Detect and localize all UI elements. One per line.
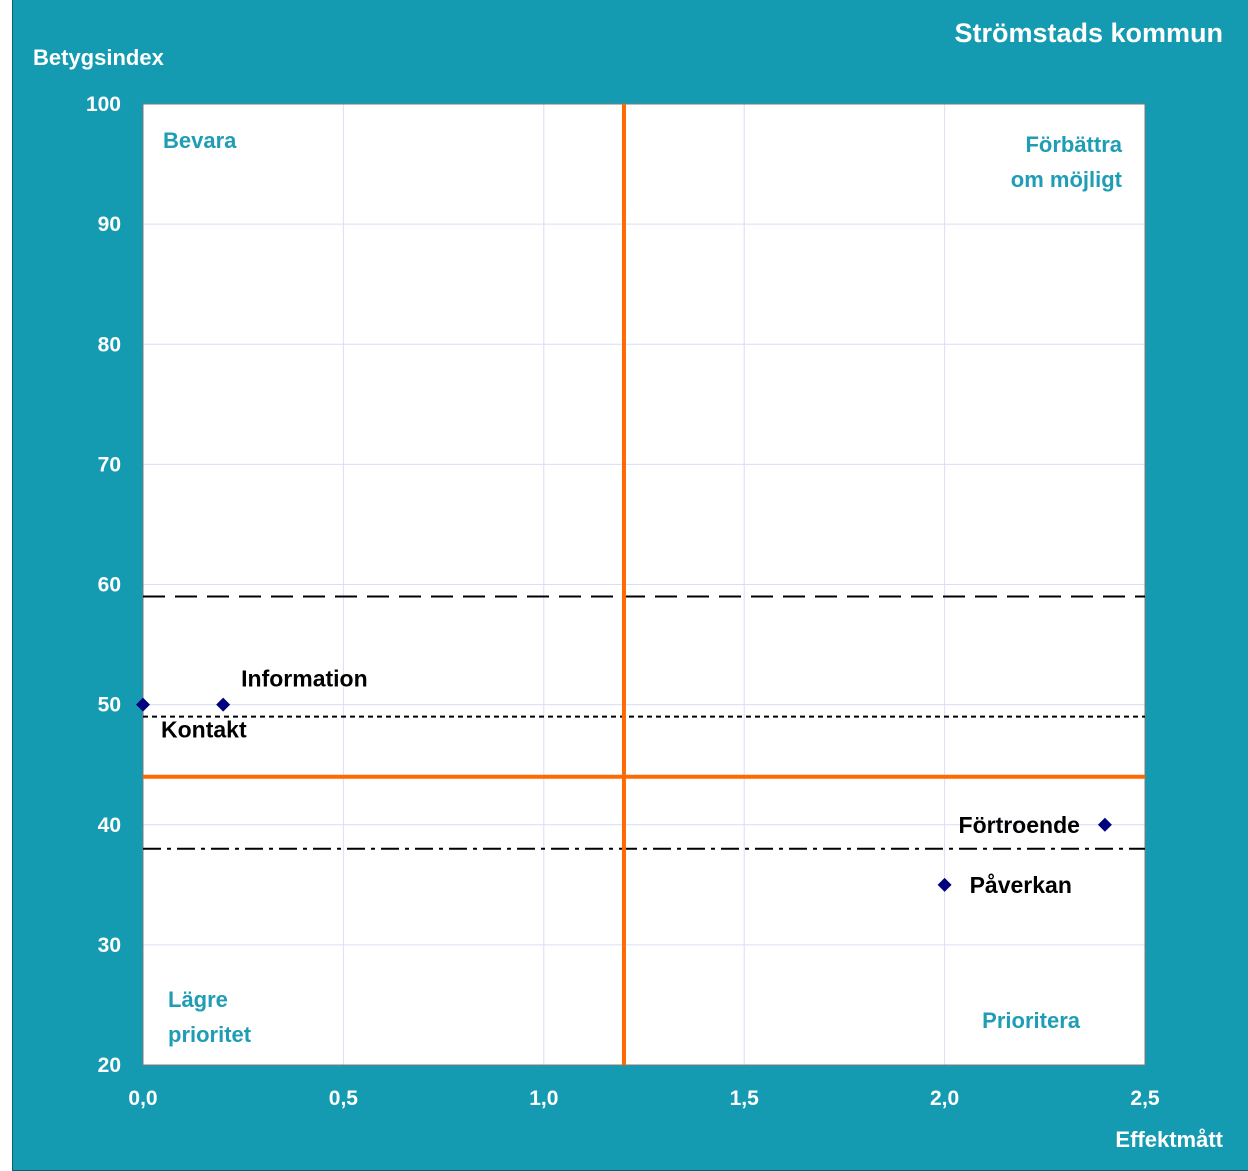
data-point-marker [216,697,231,712]
y-tick-label: 90 [98,213,121,236]
plot-border [142,103,1146,1066]
chart-canvas: Strömstads kommun Betygsindex Effektmått… [33,18,1224,1152]
quadrant-label: Lägre [168,987,228,1012]
quadrant-lines [143,104,1145,1065]
y-tick-label: 70 [98,453,121,476]
data-point-label: Förtroende [959,812,1080,838]
x-tick-label: 1,5 [730,1087,760,1110]
chart-frame: Strömstads kommun Betygsindex Effektmått… [12,0,1248,1171]
x-tick-label: 0,0 [128,1087,157,1110]
data-point-marker [136,697,150,712]
quadrant-label: Prioritera [982,1008,1081,1033]
y-tick-label: 60 [98,574,121,597]
data-point-label: Information [241,666,368,692]
y-tick-label: 50 [98,694,121,717]
data-point-marker [1097,817,1112,832]
data-point-marker [937,877,952,892]
data-point-label: Påverkan [970,872,1072,898]
quadrant-label: prioritet [168,1022,252,1047]
tick-labels: 0,0 0,5 1,0 1,5 2,0 2,5 20 30 40 50 60 70 80 90 100 [86,93,1160,1110]
x-tick-label: 1,0 [529,1087,558,1110]
x-tick-label: 0,5 [329,1087,359,1110]
gridlines [142,103,1146,1066]
quadrant-label: Bevara [163,128,237,153]
x-axis-label: Effektmått [1115,1127,1223,1152]
data-point-label: Kontakt [161,717,247,743]
y-tick-label: 80 [98,333,121,356]
chart-title: Strömstads kommun [954,18,1223,48]
quadrant-label: Förbättra [1025,132,1122,157]
reference-lines [143,595,1145,850]
y-tick-label: 100 [86,93,121,116]
data-points: Kontakt Information Förtroende Påverkan [136,666,1112,898]
y-tick-label: 20 [98,1054,121,1077]
x-tick-label: 2,0 [930,1087,959,1110]
y-tick-label: 40 [98,814,121,837]
quadrant-label: om möjligt [1011,167,1123,192]
x-tick-label: 2,5 [1130,1087,1160,1110]
y-tick-label: 30 [98,934,121,957]
y-axis-label: Betygsindex [33,45,165,70]
quadrant-labels: Bevara Förbättra om möjligt Lägre prioritet P… [163,128,1123,1047]
